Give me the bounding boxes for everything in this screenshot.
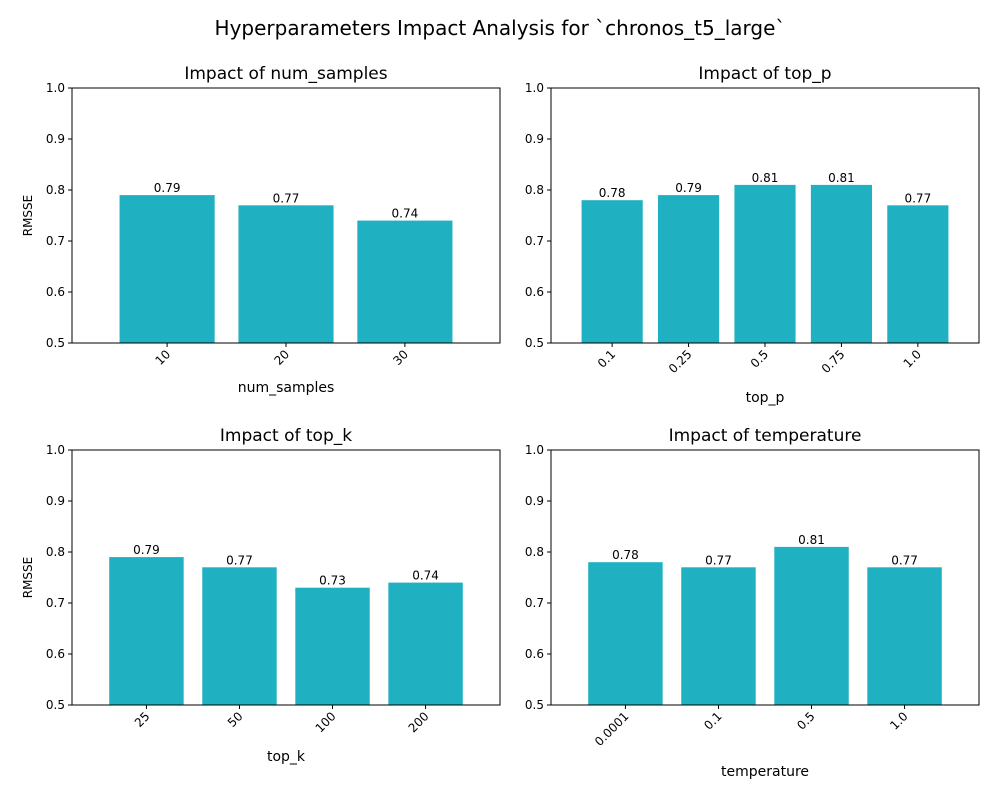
subplot-top-k: Impact of top_k 0.79 25 0.77 50 0.73 100 0.74 20… [21, 426, 501, 765]
x-tick-label: 100 [313, 709, 339, 735]
y-tick-label: 0.9 [525, 132, 544, 146]
data-label: 0.81 [798, 533, 825, 547]
bar-100 [295, 587, 370, 705]
x-tick-label: 1.0 [887, 709, 910, 732]
figure-title: Hyperparameters Impact Analysis for `chr… [215, 16, 786, 40]
x-tick-label: 200 [406, 709, 432, 735]
x-tick-label: 0.75 [819, 347, 848, 376]
bar-25 [109, 557, 184, 705]
y-tick-label: 0.5 [46, 336, 65, 350]
axes-frame [550, 87, 980, 344]
data-label: 0.77 [891, 553, 918, 567]
bar-30 [357, 220, 453, 343]
data-label: 0.78 [599, 186, 626, 200]
y-tick-label: 0.7 [525, 234, 544, 248]
y-axis-label: RMSSE [21, 557, 35, 599]
y-tick-label: 0.7 [525, 596, 544, 610]
data-label: 0.79 [133, 543, 160, 557]
x-tick-label: 0.1 [595, 347, 618, 370]
data-label: 0.81 [752, 171, 779, 185]
x-tick-label: 20 [271, 347, 292, 368]
subplot-temperature: Impact of temperature 0.78 0.0001 0.77 0.1 0.… [525, 426, 980, 780]
bar-0-75 [810, 184, 872, 343]
axes-frame [550, 449, 980, 706]
y-axis-label: RMSSE [21, 195, 35, 237]
x-axis-label: top_p [746, 390, 785, 406]
y-tick-label: 0.6 [525, 285, 544, 299]
y-tick-label: 0.9 [525, 494, 544, 508]
data-label: 0.77 [904, 191, 931, 205]
y-tick-label: 0.8 [525, 545, 544, 559]
bar-50 [202, 567, 277, 705]
x-tick-label: 25 [132, 709, 153, 730]
subplot-title: Impact of num_samples [184, 64, 387, 84]
axes-frame [71, 87, 501, 344]
x-axis-label: top_k [267, 749, 306, 765]
y-tick-label: 0.7 [46, 596, 65, 610]
y-tick-label: 1.0 [46, 81, 65, 95]
subplot-title: Impact of top_p [698, 64, 831, 84]
x-tick-label: 0.0001 [592, 709, 632, 749]
y-tick-label: 0.9 [46, 494, 65, 508]
y-tick-label: 0.6 [525, 647, 544, 661]
bar-10 [119, 195, 215, 343]
x-tick-label: 10 [153, 347, 174, 368]
subplot-title: Impact of top_k [220, 426, 352, 446]
data-label: 0.78 [612, 548, 639, 562]
y-tick-label: 0.8 [46, 545, 65, 559]
bar-0-5 [774, 546, 849, 705]
x-axis-label: temperature [721, 764, 809, 780]
data-label: 0.77 [273, 191, 300, 205]
data-label: 0.74 [392, 207, 419, 221]
y-tick-label: 0.8 [46, 183, 65, 197]
x-tick-label: 0.5 [748, 347, 771, 370]
bar-200 [388, 582, 463, 705]
bar-0-1 [581, 200, 643, 343]
y-tick-label: 0.5 [525, 698, 544, 712]
x-tick-label: 0.25 [666, 347, 695, 376]
y-tick-label: 0.8 [525, 183, 544, 197]
data-label: 0.73 [319, 574, 346, 588]
bar-0-25 [658, 195, 720, 343]
data-label: 0.81 [828, 171, 855, 185]
y-tick-label: 0.9 [46, 132, 65, 146]
y-tick-label: 1.0 [46, 443, 65, 457]
x-axis-label: num_samples [238, 380, 335, 396]
subplot-top-p: Impact of top_p 0.78 0.1 0.79 0.25 0.81 0.5 0.8… [525, 64, 980, 406]
y-tick-label: 0.7 [46, 234, 65, 248]
x-tick-label: 0.1 [701, 709, 724, 732]
y-tick-label: 0.6 [46, 647, 65, 661]
axes-frame [71, 449, 501, 706]
y-tick-label: 0.5 [46, 698, 65, 712]
data-label: 0.77 [705, 553, 732, 567]
y-tick-label: 1.0 [525, 81, 544, 95]
y-tick-label: 0.6 [46, 285, 65, 299]
subplot-num-samples: Impact of num_samples 0.79 10 0.77 20 0.74 30 0… [21, 64, 501, 396]
bar-1-0 [887, 205, 949, 343]
data-label: 0.79 [675, 181, 702, 195]
y-tick-label: 1.0 [525, 443, 544, 457]
bar-20 [238, 205, 334, 343]
x-tick-label: 1.0 [901, 347, 924, 370]
data-label: 0.74 [412, 569, 439, 583]
data-label: 0.79 [154, 181, 181, 195]
data-label: 0.77 [226, 553, 253, 567]
y-tick-label: 0.5 [525, 336, 544, 350]
bar-0-0001 [588, 562, 663, 705]
x-tick-label: 30 [390, 347, 411, 368]
x-tick-label: 50 [225, 709, 246, 730]
subplot-title: Impact of temperature [669, 426, 862, 446]
x-tick-label: 0.5 [794, 709, 817, 732]
bar-1-0 [867, 567, 942, 705]
bar-0-1 [681, 567, 756, 705]
bar-0-5 [734, 184, 796, 343]
